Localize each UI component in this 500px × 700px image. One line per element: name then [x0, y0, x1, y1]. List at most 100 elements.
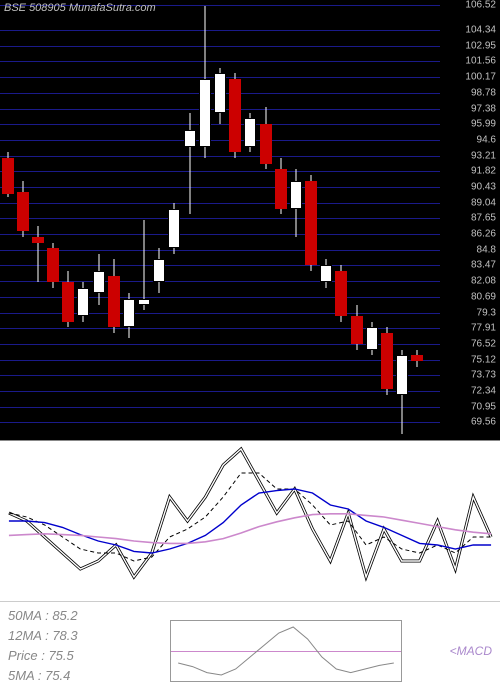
y-axis-label: 101.56	[465, 56, 496, 67]
candle-wick	[37, 226, 38, 282]
candle	[396, 0, 408, 440]
candle-body	[275, 169, 287, 208]
y-axis-label: 79.3	[477, 307, 496, 318]
y-axis-label: 100.17	[465, 72, 496, 83]
candle	[335, 0, 347, 440]
indicator-line-pink	[9, 514, 491, 544]
candle	[93, 0, 105, 440]
candle-body	[138, 299, 150, 305]
y-axis-label: 86.26	[471, 228, 496, 239]
candle-body	[2, 158, 14, 194]
candle	[229, 0, 241, 440]
y-axis-label: 104.34	[465, 25, 496, 36]
stock-chart: BSE 508905 MunafaSutra.com 106.52 104.34 1…	[0, 0, 500, 700]
candle-body	[77, 288, 89, 316]
candle-body	[260, 124, 272, 163]
ma50-label: 50MA : 85.2	[8, 608, 78, 623]
y-axis-label: 95.99	[471, 119, 496, 130]
y-axis-label: 83.47	[471, 260, 496, 271]
candle-body	[123, 299, 135, 327]
candle-body	[244, 118, 256, 146]
candle	[244, 0, 256, 440]
candle-body	[17, 192, 29, 231]
indicator-line-raw	[9, 449, 491, 577]
candle	[366, 0, 378, 440]
candle-wick	[189, 113, 190, 215]
y-axis-label: 69.56	[471, 417, 496, 428]
candle-body	[153, 259, 165, 282]
candle	[275, 0, 287, 440]
y-axis-label: 70.95	[471, 401, 496, 412]
candle	[411, 0, 423, 440]
y-axis-label: 80.69	[471, 291, 496, 302]
candle-body	[411, 355, 423, 361]
candle-body	[184, 130, 196, 147]
candle	[32, 0, 44, 440]
y-axis-label: 97.38	[471, 103, 496, 114]
y-axis-label: 75.12	[471, 354, 496, 365]
candle	[184, 0, 196, 440]
candle-body	[320, 265, 332, 282]
candle	[168, 0, 180, 440]
candle	[305, 0, 317, 440]
y-axis-label: 76.52	[471, 338, 496, 349]
candle-body	[290, 181, 302, 209]
y-axis-label: 98.78	[471, 87, 496, 98]
candle-body	[335, 271, 347, 316]
y-axis-label: 72.34	[471, 386, 496, 397]
candle	[199, 0, 211, 440]
candle-body	[366, 327, 378, 350]
y-axis-label: 94.6	[477, 134, 496, 145]
macd-mini-path	[178, 627, 394, 675]
ma12-label: 12MA : 78.3	[8, 628, 78, 643]
macd-live-label: <MACD	[450, 644, 492, 658]
candle	[47, 0, 59, 440]
candle-body	[62, 282, 74, 321]
candle	[138, 0, 150, 440]
source-label: MunafaSutra.com	[69, 2, 156, 14]
indicator-line-dashed	[9, 473, 491, 561]
candle-body	[305, 181, 317, 266]
y-axis-label: 93.21	[471, 150, 496, 161]
y-axis-label: 87.65	[471, 213, 496, 224]
candle-body	[32, 237, 44, 243]
candle	[123, 0, 135, 440]
macd-mini-box	[170, 620, 402, 682]
candle	[260, 0, 272, 440]
candle	[320, 0, 332, 440]
candle-body	[229, 79, 241, 152]
ma5-label: 5MA : 75.4	[8, 668, 70, 683]
price-panel: BSE 508905 MunafaSutra.com 106.52 104.34 1…	[0, 0, 500, 440]
candle	[381, 0, 393, 440]
macd-lines	[0, 441, 500, 601]
candle	[2, 0, 14, 440]
price-label: Price : 75.5	[8, 648, 74, 663]
indicator-line-blue	[9, 489, 491, 553]
candle	[214, 0, 226, 440]
candle-wick	[144, 220, 145, 310]
y-axis-label: 90.43	[471, 181, 496, 192]
candle-body	[214, 73, 226, 112]
y-axis-label: 106.52	[465, 0, 496, 11]
candle-body	[351, 316, 363, 344]
y-axis-label: 73.73	[471, 370, 496, 381]
y-axis-label: 84.8	[477, 245, 496, 256]
candle-body	[108, 276, 120, 327]
candle-body	[168, 209, 180, 248]
candle	[62, 0, 74, 440]
candle-body	[381, 333, 393, 389]
y-axis-label: 82.08	[471, 276, 496, 287]
candle-body	[199, 79, 211, 147]
indicator-panel	[0, 440, 500, 601]
candle	[77, 0, 89, 440]
macd-mini-line	[171, 621, 401, 681]
candle	[108, 0, 120, 440]
candle	[290, 0, 302, 440]
candle-body	[93, 271, 105, 294]
chart-header: BSE 508905 MunafaSutra.com	[4, 2, 156, 14]
ticker-label: BSE 508905	[4, 2, 66, 14]
y-axis-label: 102.95	[465, 40, 496, 51]
candle-body	[47, 248, 59, 282]
candle	[17, 0, 29, 440]
candle	[351, 0, 363, 440]
